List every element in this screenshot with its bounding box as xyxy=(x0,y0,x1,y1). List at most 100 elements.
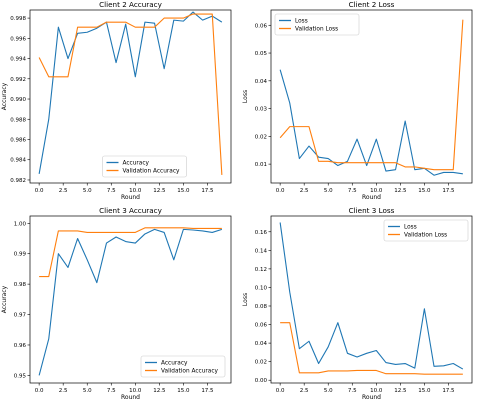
x-axis-label: Round xyxy=(362,194,381,201)
x-tick-label: 0.0 xyxy=(35,188,44,194)
y-tick-label: 0.14 xyxy=(255,248,268,254)
y-tick-label: 0.95 xyxy=(14,373,27,379)
chart-panel-3: 0.0 2.5 5.0 7.5 10.0 12.5 15.0 17.5 0.95 0.96 0.97… xyxy=(1,206,232,401)
x-tick-label: 10.0 xyxy=(129,388,142,394)
legend: Loss Validation Loss xyxy=(383,219,469,242)
x-tick-label: 7.5 xyxy=(348,388,357,394)
y-axis-label: Loss xyxy=(242,90,249,103)
x-tick-label: 12.5 xyxy=(153,388,166,394)
plot-area xyxy=(29,215,232,384)
legend: Accuracy Validation Accuracy xyxy=(102,155,187,178)
x-tick-label: 2.5 xyxy=(59,388,68,394)
y-axis-label: Accuracy xyxy=(1,82,8,110)
y-tick-label: 0.12 xyxy=(255,267,267,273)
plot-area xyxy=(270,9,473,184)
chart-panel-1: 0.0 2.5 5.0 7.5 10.0 12.5 15.0 17.5 0.982 0.984 0.… xyxy=(1,0,232,201)
y-tick-label: 0.996 xyxy=(10,36,26,42)
y-tick-label: 0.08 xyxy=(255,304,268,310)
y-tick-label: 0.99 xyxy=(14,252,27,258)
y-tick-label: 0.97 xyxy=(14,313,27,319)
x-tick-label: 5.0 xyxy=(324,388,333,394)
y-tick-label: 0.06 xyxy=(255,323,268,329)
legend-box xyxy=(383,219,469,242)
x-tick-label: 0.0 xyxy=(35,388,44,394)
x-tick-label: 12.5 xyxy=(394,388,407,394)
x-tick-label: 12.5 xyxy=(394,188,407,194)
legend-box xyxy=(102,155,187,178)
x-tick-label: 2.5 xyxy=(300,388,309,394)
chart-title: Client 3 Accuracy xyxy=(99,206,163,215)
x-tick-label: 17.5 xyxy=(201,188,214,194)
legend-label: Validation Accuracy xyxy=(123,169,181,175)
x-tick-label: 7.5 xyxy=(107,388,116,394)
chart-title: Client 3 Loss xyxy=(349,206,395,215)
series-line-validation-accuracy xyxy=(38,13,223,175)
legend: Loss Validation Loss xyxy=(274,13,360,36)
y-tick-label: 0.01 xyxy=(255,162,267,168)
x-tick-label: 15.0 xyxy=(418,188,431,194)
legend-label: Validation Loss xyxy=(295,27,338,33)
y-tick-label: 0.04 xyxy=(255,341,268,347)
y-tick-label: 0.988 xyxy=(10,117,26,123)
plot-area xyxy=(270,215,473,384)
x-tick-label: 0.0 xyxy=(276,388,285,394)
series-line-validation-loss xyxy=(279,19,464,171)
y-tick-label: 0.02 xyxy=(255,360,267,366)
chart-panel-2: 0.0 2.5 5.0 7.5 10.0 12.5 15.0 17.5 0.01 0.02 0.03… xyxy=(242,0,473,201)
x-tick-label: 5.0 xyxy=(83,188,92,194)
y-tick-label: 0.00 xyxy=(255,378,268,384)
legend-box xyxy=(140,355,226,378)
chart-title: Client 2 Accuracy xyxy=(99,0,163,9)
x-axis-label: Round xyxy=(121,194,140,201)
y-tick-label: 0.998 xyxy=(10,16,26,22)
series-line-accuracy xyxy=(38,11,223,174)
legend: Accuracy Validation Accuracy xyxy=(140,355,226,378)
y-tick-label: 0.05 xyxy=(255,51,268,57)
x-tick-label: 5.0 xyxy=(83,388,92,394)
series-line-loss xyxy=(279,69,463,176)
y-tick-label: 0.992 xyxy=(10,77,26,83)
legend-label: Loss xyxy=(295,19,308,25)
y-tick-label: 0.96 xyxy=(14,343,27,349)
x-axis-label: Round xyxy=(362,394,381,401)
chart-title: Client 2 Loss xyxy=(349,0,395,9)
x-tick-label: 17.5 xyxy=(442,188,455,194)
y-tick-label: 0.994 xyxy=(10,57,26,63)
y-tick-label: 0.04 xyxy=(255,79,268,85)
y-tick-label: 0.06 xyxy=(255,23,268,29)
y-tick-label: 1.00 xyxy=(14,221,27,227)
y-tick-label: 0.984 xyxy=(10,158,26,164)
x-tick-label: 10.0 xyxy=(370,388,383,394)
y-axis-label: Loss xyxy=(242,293,249,306)
y-tick-label: 0.16 xyxy=(255,230,268,236)
y-tick-label: 0.03 xyxy=(255,107,268,113)
y-tick-label: 0.10 xyxy=(255,285,268,291)
x-tick-label: 17.5 xyxy=(201,388,214,394)
x-tick-label: 12.5 xyxy=(153,188,166,194)
legend-label: Accuracy xyxy=(161,361,188,367)
y-tick-label: 0.02 xyxy=(255,134,267,140)
x-tick-label: 7.5 xyxy=(348,188,357,194)
x-tick-label: 0.0 xyxy=(276,188,285,194)
series-line-loss xyxy=(279,222,464,370)
legend-box xyxy=(274,13,360,36)
plot-area xyxy=(29,9,232,184)
x-tick-label: 7.5 xyxy=(107,188,116,194)
legend-label: Loss xyxy=(404,225,417,231)
x-tick-label: 10.0 xyxy=(370,188,383,194)
legend-label: Accuracy xyxy=(123,161,150,167)
x-tick-label: 5.0 xyxy=(324,188,333,194)
legend-label: Validation Loss xyxy=(404,233,447,239)
chart-panel-4: 0.0 2.5 5.0 7.5 10.0 12.5 15.0 17.5 0.00 0.02 0.04… xyxy=(242,206,473,401)
series-line-validation-accuracy xyxy=(39,227,222,278)
series-line-validation-loss xyxy=(280,322,463,375)
legend-label: Validation Accuracy xyxy=(161,369,219,375)
y-axis-label: Accuracy xyxy=(1,285,8,313)
x-tick-label: 10.0 xyxy=(129,188,142,194)
y-tick-label: 0.982 xyxy=(10,178,26,184)
x-tick-label: 17.5 xyxy=(442,388,455,394)
x-tick-label: 15.0 xyxy=(418,388,431,394)
y-tick-label: 0.986 xyxy=(10,137,26,143)
series-line-accuracy xyxy=(38,228,223,376)
